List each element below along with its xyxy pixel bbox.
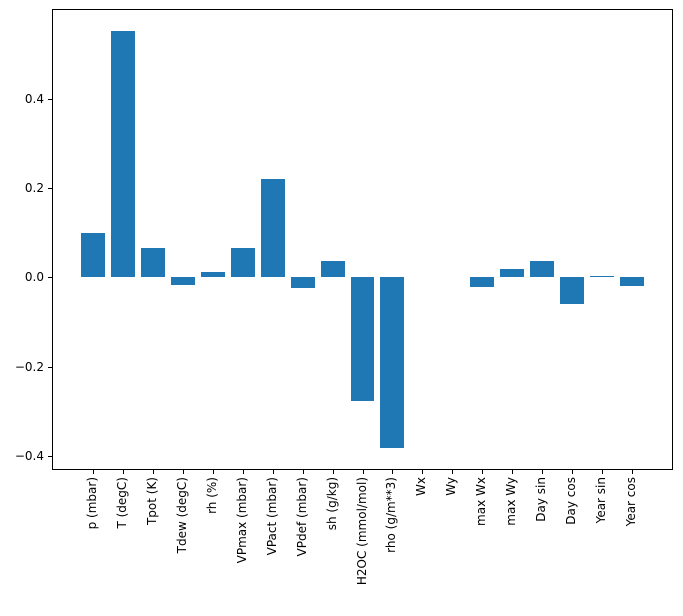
bar-rh [200, 271, 225, 278]
x-tick-label: Year sin [593, 477, 608, 524]
x-tick-mark [212, 470, 214, 474]
x-tick-label: max Wx [474, 477, 489, 526]
bar-max-wy [500, 268, 525, 278]
bar-tpot-k [141, 248, 165, 278]
bar-p-mbar [81, 232, 106, 278]
x-tick-label: Day cos [564, 477, 579, 525]
x-tick-mark [542, 470, 544, 474]
x-tick-label: rh (%) [204, 477, 219, 514]
y-tick-mark [48, 99, 52, 101]
x-tick-label: T (degC) [115, 477, 130, 529]
x-tick-label: Tdew (degC) [174, 477, 189, 554]
bar-year-cos [619, 277, 644, 286]
bar-max-wx [470, 277, 495, 288]
y-tick-mark [48, 188, 52, 190]
x-tick-mark [123, 470, 125, 474]
x-tick-mark [482, 470, 484, 474]
x-tick-mark [182, 470, 184, 474]
x-tick-mark [452, 470, 454, 474]
x-tick-label: Tpot (K) [144, 477, 159, 526]
x-tick-label: VPact (mbar) [264, 477, 279, 556]
x-tick-label: Wx [414, 477, 429, 496]
x-tick-mark [572, 470, 574, 474]
x-tick-mark [93, 470, 95, 474]
x-tick-mark [362, 470, 364, 474]
x-tick-mark [302, 470, 304, 474]
bar-vpact-mbar [260, 178, 285, 278]
x-tick-label: H2OC (mmol/mol) [354, 477, 369, 586]
bar-day-cos [560, 277, 584, 305]
bar-t-degc [111, 31, 135, 278]
y-tick-mark [48, 455, 52, 457]
bar-vpdef-mbar [290, 277, 315, 288]
plot-area [52, 9, 673, 470]
y-tick-mark [48, 277, 52, 279]
x-tick-label: max Wy [504, 477, 519, 526]
bar-sh-g-kg [320, 261, 345, 278]
y-tick-label: −0.2 [14, 359, 44, 374]
bar-h2oc-mmol-mol [350, 277, 375, 401]
y-tick-label: 0.0 [24, 270, 44, 285]
x-tick-mark [512, 470, 514, 474]
x-tick-mark [631, 470, 633, 474]
x-tick-mark [332, 470, 334, 474]
y-tick-label: 0.2 [24, 181, 44, 196]
x-tick-mark [272, 470, 274, 474]
x-tick-label: VPdef (mbar) [294, 477, 309, 557]
x-tick-mark [152, 470, 154, 474]
x-tick-label: p (mbar) [85, 477, 100, 530]
y-tick-label: 0.4 [24, 92, 44, 107]
x-tick-mark [422, 470, 424, 474]
x-tick-label: rho (g/m**3) [384, 477, 399, 553]
x-tick-label: VPmax (mbar) [234, 477, 249, 564]
x-tick-label: sh (g/kg) [324, 477, 339, 531]
bar-tdew-degc [170, 277, 195, 285]
x-tick-mark [601, 470, 603, 474]
bar-rho-g-m-3 [380, 277, 405, 448]
x-tick-mark [392, 470, 394, 474]
x-tick-label: Wy [444, 477, 459, 496]
bar-vpmax-mbar [230, 247, 255, 278]
x-tick-label: Year cos [623, 477, 638, 527]
y-tick-mark [48, 366, 52, 368]
x-tick-label: Day sin [534, 477, 549, 522]
bar-day-sin [530, 261, 555, 278]
x-tick-mark [242, 470, 244, 474]
y-tick-label: −0.4 [14, 448, 44, 463]
bar-year-sin [589, 275, 614, 278]
